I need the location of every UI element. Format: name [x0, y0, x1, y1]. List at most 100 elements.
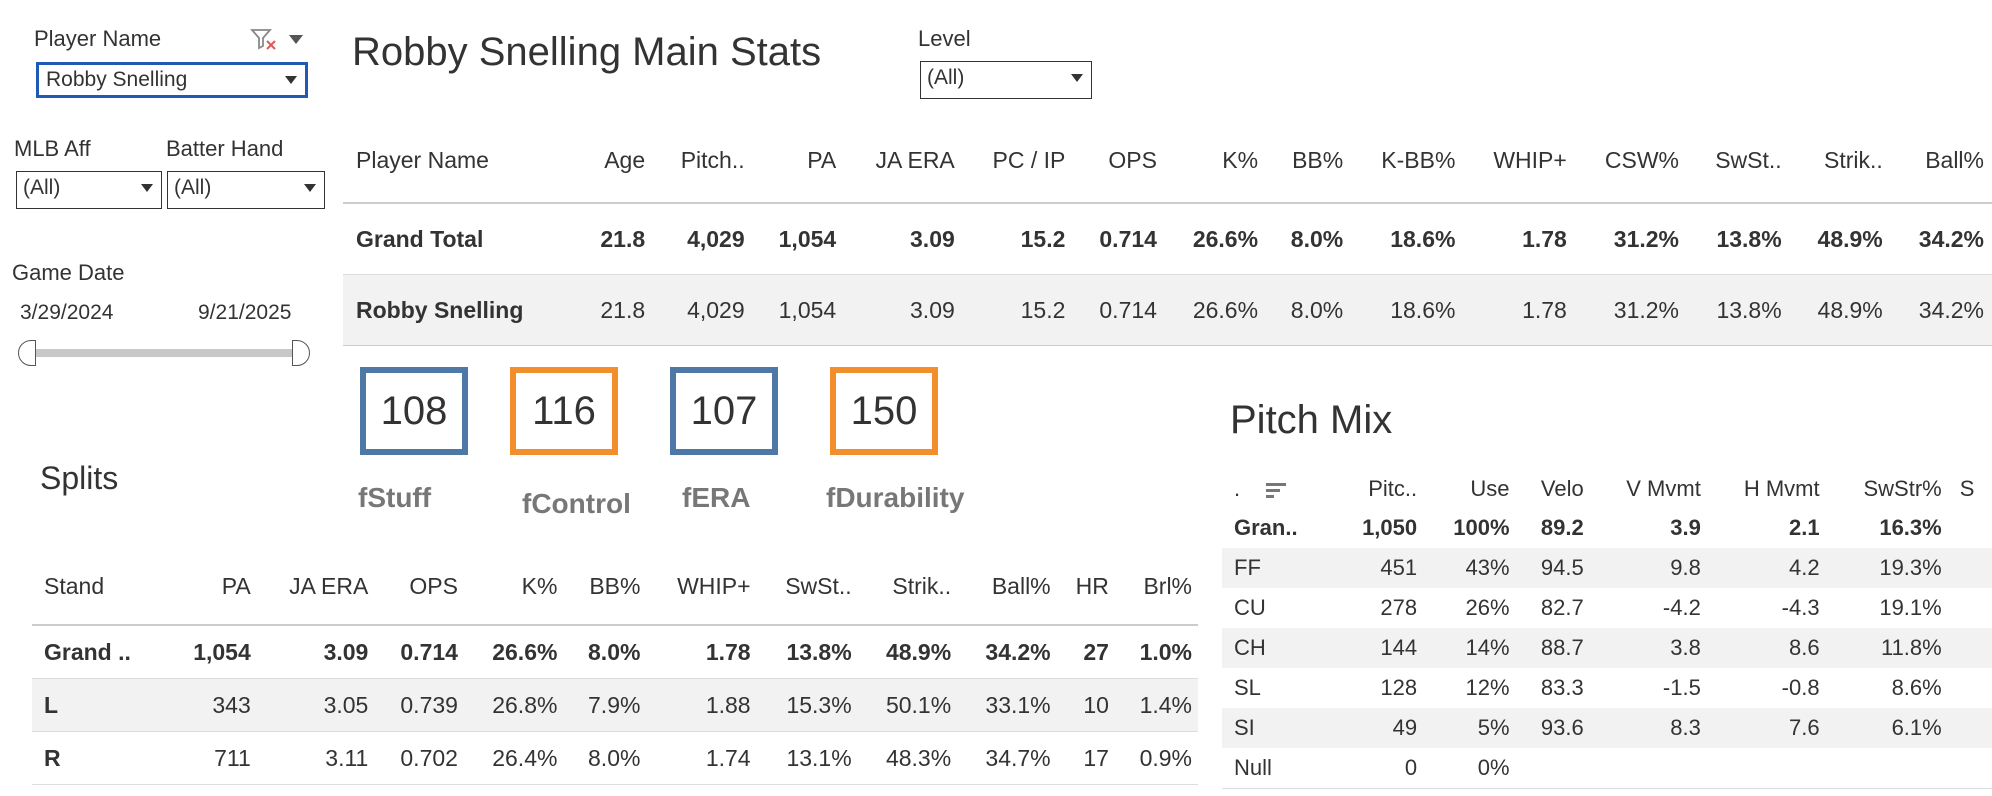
col-header[interactable]: Pitch..	[653, 118, 753, 204]
table-cell	[1707, 748, 1826, 789]
chevron-down-icon	[141, 184, 153, 192]
table-cell: 49	[1332, 708, 1424, 748]
table-cell: 13.8%	[1716, 225, 1782, 252]
grand-total-row[interactable]: Grand Total 21.8 4,029 1,054 3.09 15.2 0…	[343, 203, 1992, 275]
chevron-down-icon	[304, 184, 316, 192]
col-header[interactable]: SwSt..	[1687, 118, 1790, 204]
level-select[interactable]: (All)	[920, 61, 1092, 99]
batter-hand-select[interactable]: (All)	[167, 171, 325, 209]
col-header[interactable]: V Mvmt	[1626, 476, 1701, 501]
table-cell: 48.9%	[857, 625, 958, 679]
col-header[interactable]: .	[1222, 470, 1332, 508]
table-cell: 83.3	[1540, 675, 1584, 700]
table-cell: R	[32, 731, 168, 785]
table-cell: 19.1%	[1879, 595, 1942, 620]
table-cell: 0.739	[374, 678, 464, 732]
game-date-end: 9/21/2025	[198, 301, 292, 324]
table-cell: 88.7	[1515, 628, 1590, 668]
table-cell: 26%	[1465, 595, 1510, 620]
table-row[interactable]: Robby Snelling 21.8 4,029 1,054 3.09 15.…	[343, 274, 1992, 346]
splits-table: Stand PA JA ERA OPS K% BB% WHIP+ SwSt.. …	[32, 548, 1198, 785]
col-header[interactable]: CSW%	[1574, 118, 1688, 204]
col-header[interactable]: JA ERA	[256, 548, 375, 626]
table-cell: 2.1	[1789, 515, 1820, 540]
table-cell	[1947, 548, 1992, 588]
col-header[interactable]: Age	[577, 118, 654, 204]
table-cell: 144	[1332, 628, 1424, 668]
table-cell: SI	[1222, 708, 1333, 748]
grand-total-row[interactable]: Grand .. 1,054 3.09 0.714 26.6% 8.0% 1.7…	[32, 625, 1198, 679]
table-row[interactable]: Null 0 0%	[1222, 748, 1992, 789]
grand-total-row[interactable]: Gran.. 1,050 100% 89.2 3.9 2.1 16.3%	[1222, 508, 1992, 548]
table-cell: -0.8	[1781, 675, 1820, 700]
sort-icon[interactable]	[1264, 481, 1288, 499]
col-header[interactable]: WHIP+	[646, 548, 757, 626]
game-date-slider-start-handle[interactable]	[18, 340, 36, 366]
mlb-aff-select[interactable]: (All)	[16, 171, 162, 209]
game-date-slider-track[interactable]	[22, 349, 304, 357]
col-header[interactable]: K-BB%	[1351, 118, 1464, 204]
table-cell: CH	[1222, 628, 1333, 668]
table-cell: 26.6%	[1164, 274, 1267, 346]
col-header[interactable]: Stand	[32, 548, 168, 626]
table-cell: 34.2%	[1890, 274, 1992, 346]
fdurability-kpi-box: 150	[830, 367, 938, 455]
col-header[interactable]: WHIP+	[1463, 118, 1575, 204]
table-cell: 31.2%	[1613, 225, 1680, 252]
table-cell: Grand Total	[356, 225, 484, 252]
table-cell: 1.78	[646, 625, 757, 679]
col-header[interactable]: Strik..	[857, 548, 958, 626]
table-row[interactable]: FF 451 43% 94.5 9.8 4.2 19.3%	[1222, 548, 1992, 588]
col-header[interactable]: OPS	[374, 548, 464, 626]
col-header[interactable]: JA ERA	[844, 118, 963, 204]
col-header[interactable]: OPS	[1073, 118, 1165, 204]
fera-kpi-box: 107	[670, 367, 778, 455]
col-header[interactable]: Ball%	[1890, 118, 1992, 204]
table-cell	[1590, 748, 1707, 789]
col-header[interactable]: BB%	[563, 548, 647, 626]
table-row[interactable]: SL 128 12% 83.3 -1.5 -0.8 8.6%	[1222, 668, 1992, 708]
col-header[interactable]: K%	[1164, 118, 1267, 204]
table-cell: Grand ..	[32, 625, 168, 679]
table-cell: 8.0%	[563, 625, 647, 679]
clear-filter-icon[interactable]	[250, 27, 278, 51]
table-cell: 34.2%	[1918, 225, 1984, 252]
table-row[interactable]: CU 278 26% 82.7 -4.2 -4.3 19.1%	[1222, 588, 1992, 628]
table-row[interactable]: CH 144 14% 88.7 3.8 8.6 11.8%	[1222, 628, 1992, 668]
table-cell: 12%	[1465, 675, 1510, 700]
col-header[interactable]: SwSt..	[756, 548, 858, 626]
col-header[interactable]: PC / IP	[962, 118, 1074, 204]
batter-hand-select-value: (All)	[174, 176, 212, 199]
table-cell: 1.78	[1463, 274, 1575, 346]
table-cell: 13.8%	[756, 625, 858, 679]
col-header[interactable]: PA	[752, 118, 845, 204]
col-header[interactable]: Brl%	[1114, 548, 1198, 626]
col-header[interactable]: Strik..	[1789, 118, 1891, 204]
level-filter-label: Level	[918, 26, 971, 51]
col-header[interactable]: HR	[1056, 548, 1115, 626]
table-row[interactable]: L 343 3.05 0.739 26.8% 7.9% 1.88 15.3% 5…	[32, 678, 1198, 732]
main-stats-title: Robby Snelling Main Stats	[352, 30, 822, 74]
filter-menu-chevron-icon[interactable]	[288, 34, 304, 46]
table-cell: Gran..	[1234, 515, 1298, 540]
col-header[interactable]: Player Name	[343, 118, 578, 204]
table-cell: L	[32, 678, 168, 732]
col-header[interactable]: Velo	[1540, 476, 1584, 501]
table-cell: 0.9%	[1114, 731, 1198, 785]
col-header[interactable]: K%	[463, 548, 564, 626]
table-row[interactable]: R 711 3.11 0.702 26.4% 8.0% 1.74 13.1% 4…	[32, 731, 1198, 785]
col-header[interactable]: H Mvmt	[1743, 476, 1820, 501]
col-header[interactable]: Use	[1470, 476, 1510, 501]
table-cell: 4.2	[1706, 548, 1826, 588]
col-header[interactable]: Ball%	[957, 548, 1057, 626]
table-cell: 7.6	[1706, 708, 1826, 748]
col-header[interactable]: BB%	[1266, 118, 1352, 204]
player-name-select[interactable]: Robby Snelling	[36, 62, 308, 98]
col-header[interactable]: Pitc..	[1368, 476, 1418, 501]
game-date-slider-end-handle[interactable]	[292, 340, 310, 366]
table-cell: 16.3%	[1879, 515, 1942, 540]
table-row[interactable]: SI 49 5% 93.6 8.3 7.6 6.1%	[1222, 708, 1992, 748]
col-header[interactable]: PA	[167, 548, 257, 626]
col-header[interactable]: SwStr%	[1863, 476, 1942, 501]
col-header[interactable]: S	[1959, 476, 1975, 501]
